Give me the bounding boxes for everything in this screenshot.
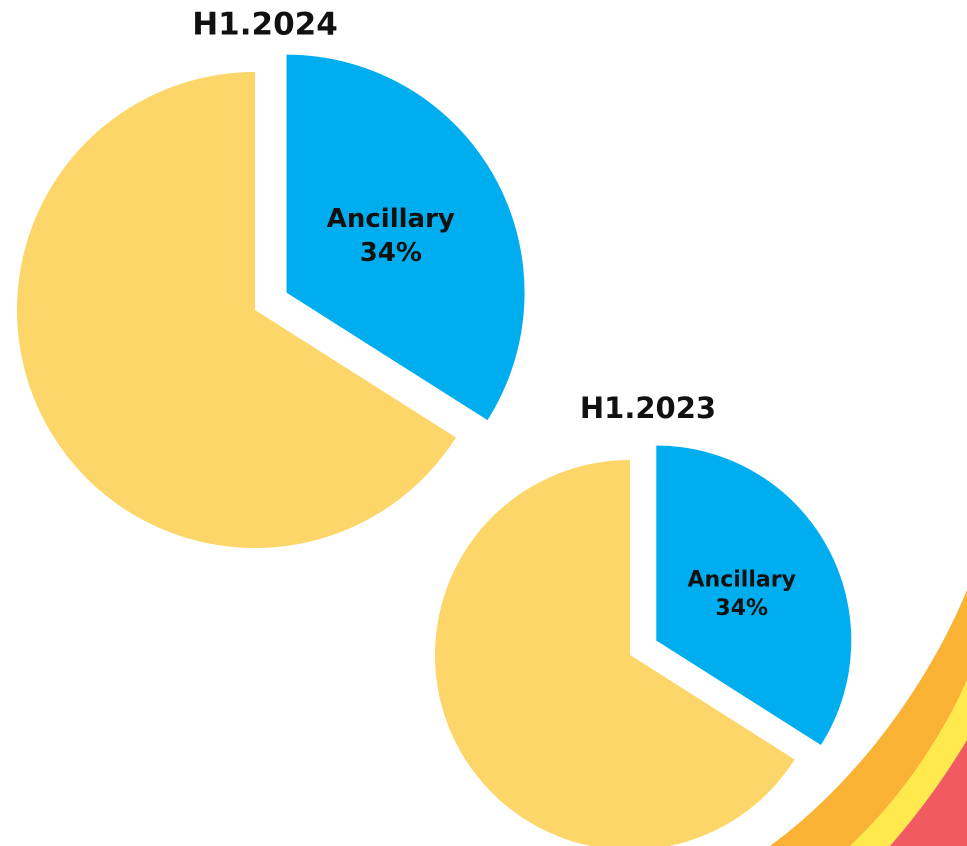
pie-slice [435,460,795,846]
slice-value-label: 34% [360,238,422,268]
pie-slice [16,72,456,548]
slice-label: Ancillary [327,204,455,234]
swoosh [850,680,967,846]
pie-slice [656,445,852,746]
slice-label: Ancillary [688,567,796,592]
swoosh [890,740,967,846]
chart-title: H1.2023 [580,391,716,425]
pie-slice [286,54,525,421]
decoration [770,590,967,846]
chart-title: H1.2024 [192,7,338,43]
slice-value-label: 34% [715,596,768,621]
swoosh [770,590,967,846]
